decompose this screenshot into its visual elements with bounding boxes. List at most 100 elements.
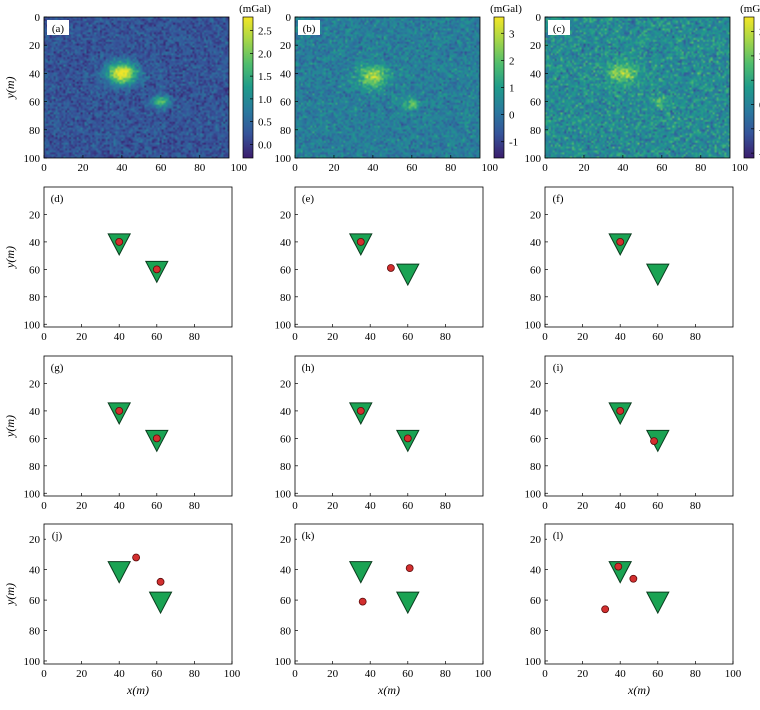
plot-frame	[43, 523, 233, 665]
panel-label-bg	[46, 527, 68, 542]
y-tick-label: 80	[29, 292, 41, 304]
true-source-triangle	[395, 591, 420, 615]
scatter-panel-9: 0 20 40 60 80 20 40 60 80 100 (i)	[525, 355, 734, 512]
x-tick-label: 40	[114, 331, 126, 343]
y-tick-label: 40	[280, 406, 292, 418]
scatter-panel-11: 0 20 40 60 80 100 20 40 60 80 100 (k) x(m)	[275, 523, 492, 697]
scatter-panel-7: 0 20 40 60 80 20 40 60 80 100 (g)	[24, 355, 233, 512]
x-tick-label: 0	[292, 162, 298, 174]
y-tick-label: 20	[530, 40, 542, 52]
colorbar-tick-label: 2.5	[258, 26, 272, 38]
panel-label: (b)	[303, 23, 316, 35]
x-tick-label: 20	[327, 668, 339, 680]
scatter-panel-12: 0 20 40 60 80 100 20 40 60 80 100 (l) x(m)	[525, 523, 742, 697]
estimated-source-dot	[650, 437, 658, 445]
y-tick-label: 100	[24, 488, 41, 500]
y-axis-label: y(m)	[3, 583, 17, 606]
y-tick-label: 20	[29, 534, 41, 546]
panel-label: (k)	[302, 530, 315, 542]
plot-frame	[544, 186, 734, 328]
y-tick-label: 80	[280, 626, 292, 638]
y-tick-label: 100	[24, 319, 41, 331]
panel-label: (f)	[553, 193, 564, 205]
y-tick-label: 80	[29, 461, 41, 473]
y-tick-label: 40	[29, 68, 41, 80]
y-tick-label: 100	[525, 153, 542, 165]
estimated-source-dot	[115, 238, 124, 246]
y-tick-label: 60	[280, 97, 292, 109]
x-tick-label: 80	[189, 500, 201, 512]
estimated-source-dot	[152, 434, 161, 443]
y-tick-label: 0	[536, 12, 542, 24]
colorbar-tick-label: 2.0	[258, 48, 272, 60]
estimated-source-dot	[614, 562, 623, 571]
y-tick-label: 40	[530, 406, 542, 418]
y-tick-label: 60	[530, 97, 542, 109]
x-tick-label: 80	[189, 331, 201, 343]
estimated-source-dot	[356, 407, 365, 415]
plot-frame	[294, 523, 484, 665]
estimated-source-dot	[405, 564, 414, 573]
y-tick-label: 60	[530, 595, 542, 607]
x-tick-label: 80	[690, 500, 702, 512]
colorbar-frame	[743, 16, 755, 159]
x-tick-label: 60	[151, 331, 163, 343]
x-tick-label: 20	[577, 668, 589, 680]
x-tick-label: 40	[116, 162, 128, 174]
estimated-source-dot	[601, 605, 610, 614]
estimated-source-dot	[629, 574, 638, 583]
estimated-source-dot	[132, 553, 141, 562]
x-tick-label: 60	[151, 668, 163, 680]
x-tick-label: 80	[194, 162, 206, 174]
estimated-source-dot	[386, 264, 395, 272]
y-tick-label: 40	[280, 237, 292, 249]
heatmap-image	[44, 17, 229, 158]
scatter-panel-10: 0 20 40 60 80 100 20 40 60 80 100 (j) x(m)	[24, 523, 241, 697]
x-tick-label: 40	[365, 331, 377, 343]
y-tick-label: 60	[530, 433, 542, 445]
colorbar-tick-label: 2	[509, 55, 515, 67]
y-tick-label: 40	[530, 237, 542, 249]
x-tick-label: 100	[224, 668, 241, 680]
colorbar-tick-label: 0.0	[258, 139, 272, 151]
colorbar-tick-label: 3	[509, 28, 515, 40]
x-tick-label: 80	[690, 668, 702, 680]
x-tick-label: 100	[475, 668, 492, 680]
scatter-panel-8: 0 20 40 60 80 20 40 60 80 100 (h)	[275, 355, 484, 512]
estimated-source-dot	[156, 577, 165, 586]
x-tick-label: 20	[76, 668, 88, 680]
y-tick-label: 80	[530, 461, 542, 473]
estimated-source-dot	[356, 238, 365, 246]
true-source-triangle	[645, 591, 670, 615]
x-tick-label: 80	[695, 162, 707, 174]
panel-label: (g)	[51, 362, 64, 374]
y-tick-label: 80	[280, 461, 292, 473]
x-tick-label: 80	[440, 500, 452, 512]
x-tick-label: 60	[652, 668, 664, 680]
y-tick-label: 80	[29, 125, 41, 137]
panel-label: (h)	[302, 362, 315, 374]
y-tick-label: 100	[24, 656, 41, 668]
panel-label-bg	[297, 527, 319, 542]
x-tick-label: 80	[440, 331, 452, 343]
x-axis-label: x(m)	[126, 683, 149, 697]
scatter-panel-5: 0 20 40 60 80 20 40 60 80 100 (e)	[275, 186, 484, 343]
y-tick-label: 80	[280, 292, 292, 304]
x-tick-label: 60	[155, 162, 167, 174]
x-tick-label: 0	[542, 162, 548, 174]
colorbar-unit: (mGal)	[490, 3, 522, 15]
y-tick-label: 100	[525, 488, 542, 500]
plot-frame	[43, 355, 233, 497]
heatmap-image	[295, 17, 480, 158]
panel-label: (e)	[302, 193, 315, 205]
true-source-triangle	[348, 561, 373, 584]
plot-frame	[294, 186, 484, 328]
x-tick-label: 0	[542, 500, 548, 512]
colorbar-tick-label: 0.5	[258, 117, 272, 129]
y-tick-label: 60	[29, 97, 41, 109]
x-tick-label: 20	[76, 500, 88, 512]
x-tick-label: 40	[615, 668, 627, 680]
